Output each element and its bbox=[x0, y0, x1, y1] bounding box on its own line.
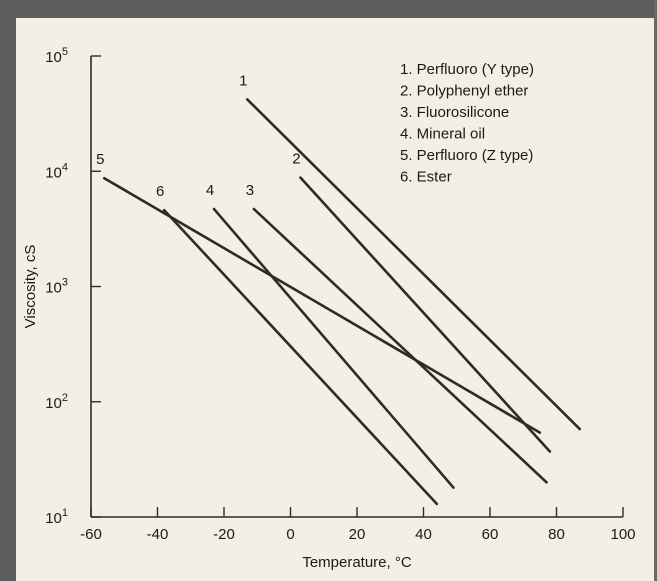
series-line-3 bbox=[252, 207, 548, 484]
x-tick-label: 80 bbox=[548, 526, 565, 543]
x-tick-label: 40 bbox=[415, 526, 432, 543]
y-tick-label: 103 bbox=[45, 277, 68, 297]
series-line-1 bbox=[245, 98, 582, 431]
x-tick-label: 20 bbox=[349, 526, 366, 543]
series-line-2 bbox=[299, 176, 552, 453]
series-label-2: 2 bbox=[292, 151, 300, 168]
series-line-4 bbox=[212, 207, 455, 489]
y-tick-label: 105 bbox=[45, 46, 68, 66]
x-tick-label: 100 bbox=[610, 526, 635, 543]
series-label-3: 3 bbox=[246, 182, 254, 199]
x-tick-label: -60 bbox=[80, 526, 102, 543]
series-line-6 bbox=[162, 208, 439, 506]
y-tick-label: 104 bbox=[45, 161, 68, 181]
legend-entry: 4. Mineral oil bbox=[400, 126, 485, 143]
y-axis-title: Viscosity, cS bbox=[22, 245, 39, 329]
x-axis-title: Temperature, °C bbox=[302, 554, 412, 571]
series-label-6: 6 bbox=[156, 183, 164, 200]
x-tick-label: -20 bbox=[213, 526, 235, 543]
series-line-5 bbox=[103, 176, 542, 434]
frame-border-top bbox=[0, 0, 657, 18]
legend-entry: 6. Ester bbox=[400, 169, 452, 186]
y-tick-label: 102 bbox=[45, 392, 68, 412]
series-label-5: 5 bbox=[96, 151, 104, 168]
y-tick-label: 101 bbox=[45, 507, 68, 527]
series-label-1: 1 bbox=[239, 72, 247, 89]
legend-entry: 2. Polyphenyl ether bbox=[400, 83, 528, 100]
x-tick-label: 60 bbox=[482, 526, 499, 543]
legend-entry: 5. Perfluoro (Z type) bbox=[400, 147, 533, 164]
legend-entry: 1. Perfluoro (Y type) bbox=[400, 61, 534, 78]
series-label-4: 4 bbox=[206, 182, 214, 199]
frame-border-right bbox=[654, 0, 657, 581]
legend-entry: 3. Fluorosilicone bbox=[400, 104, 509, 121]
x-tick-label: -40 bbox=[147, 526, 169, 543]
x-tick-label: 0 bbox=[286, 526, 294, 543]
chart-panel bbox=[16, 18, 654, 581]
frame-border-left bbox=[0, 0, 16, 581]
